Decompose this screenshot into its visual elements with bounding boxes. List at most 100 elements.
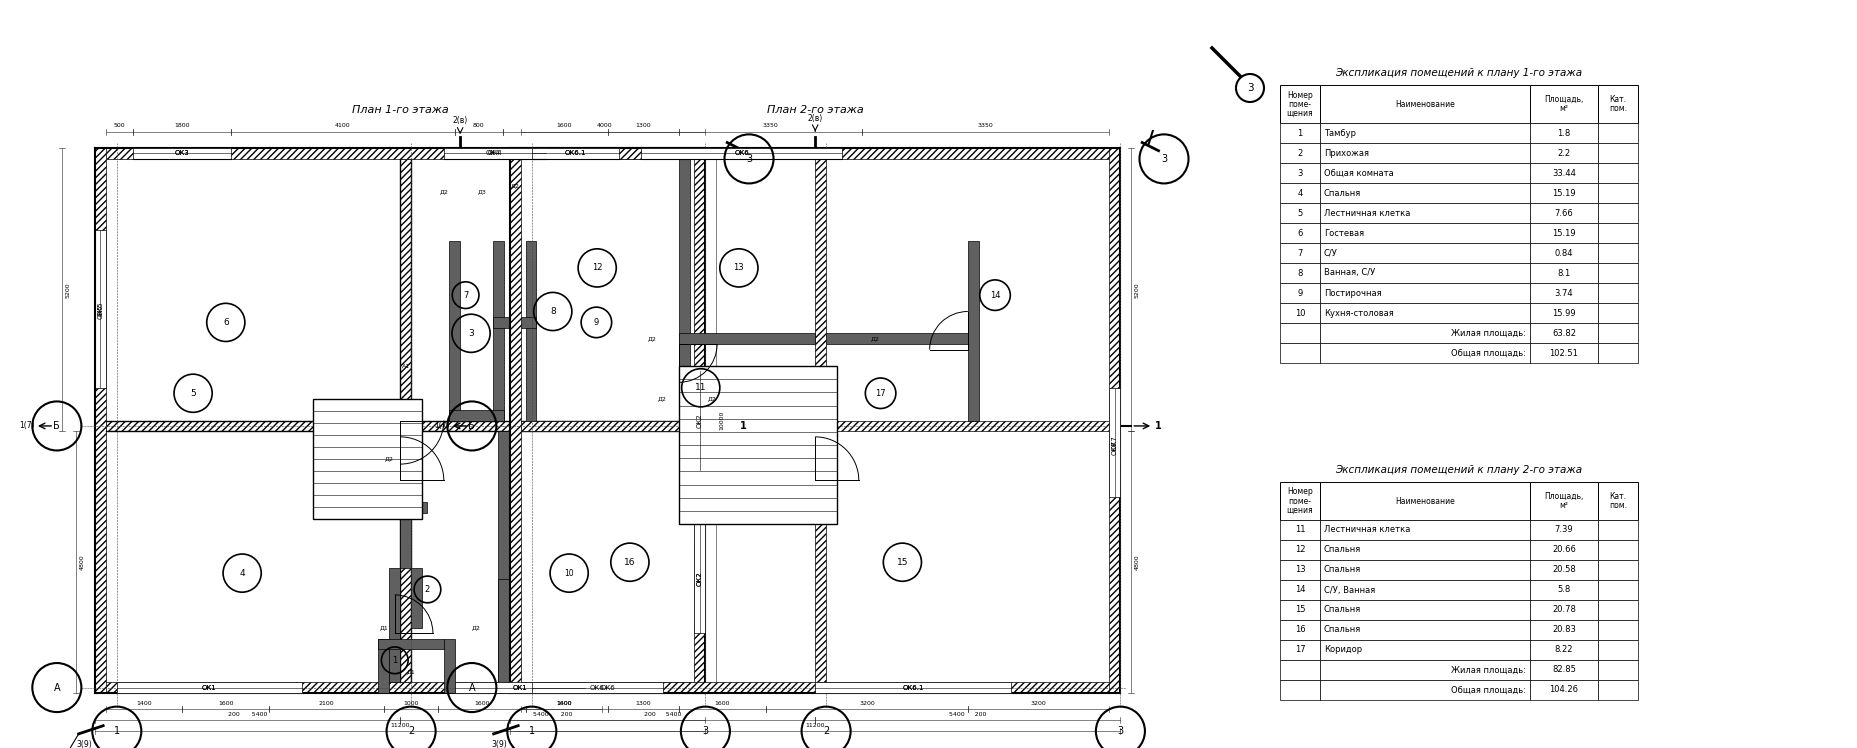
- Bar: [815, 159, 826, 682]
- Text: ОК6: ОК6: [600, 684, 615, 690]
- Text: 4800: 4800: [1135, 554, 1138, 570]
- Bar: [1528, 283, 1597, 303]
- Text: ОК1: ОК1: [202, 684, 217, 690]
- Bar: [1597, 323, 1638, 343]
- Text: Номер: Номер: [1287, 91, 1313, 99]
- Text: 500: 500: [113, 123, 124, 128]
- Bar: [1318, 640, 1528, 660]
- Text: ОК6: ОК6: [734, 150, 748, 156]
- Text: 6: 6: [1296, 228, 1302, 238]
- Text: Общая комната: Общая комната: [1324, 168, 1393, 177]
- Bar: [1597, 482, 1638, 520]
- Bar: [1318, 263, 1528, 283]
- Text: 1(7): 1(7): [19, 421, 35, 430]
- Bar: [1279, 323, 1318, 343]
- Bar: [95, 682, 706, 693]
- Bar: [1528, 203, 1597, 223]
- Bar: [399, 420, 410, 568]
- Text: 7.39: 7.39: [1554, 526, 1573, 535]
- Text: 11200: 11200: [390, 723, 410, 728]
- Text: 4800: 4800: [80, 554, 84, 570]
- Bar: [1279, 560, 1318, 580]
- Text: 2: 2: [823, 726, 828, 736]
- Text: 3: 3: [1296, 168, 1302, 177]
- Text: 2.2: 2.2: [1556, 149, 1569, 158]
- Bar: [1597, 143, 1638, 163]
- Bar: [695, 372, 706, 470]
- Bar: [1597, 540, 1638, 560]
- Bar: [520, 420, 1109, 432]
- Bar: [1528, 600, 1597, 620]
- Text: 63.82: 63.82: [1551, 328, 1575, 337]
- Text: 3: 3: [745, 154, 752, 164]
- Bar: [498, 578, 509, 682]
- Bar: [531, 148, 618, 159]
- Text: 8.1: 8.1: [1556, 269, 1569, 278]
- Bar: [492, 317, 537, 328]
- Text: Спальня: Спальня: [1324, 565, 1361, 574]
- Bar: [1279, 640, 1318, 660]
- Bar: [1528, 482, 1597, 520]
- Text: 14: 14: [990, 291, 999, 300]
- Text: 1300: 1300: [635, 701, 652, 706]
- Text: ОК6.1: ОК6.1: [903, 684, 923, 690]
- Text: 3(9): 3(9): [490, 741, 507, 748]
- Bar: [826, 334, 967, 344]
- Text: Ванная, С/У: Ванная, С/У: [1324, 269, 1374, 278]
- Text: ОК4: ОК4: [485, 150, 500, 156]
- Bar: [1597, 560, 1638, 580]
- Text: ОК1: ОК1: [202, 684, 217, 690]
- Bar: [1318, 580, 1528, 600]
- Bar: [1279, 660, 1318, 680]
- Bar: [1597, 223, 1638, 243]
- Text: Наименование: Наименование: [1395, 99, 1454, 108]
- Bar: [1528, 163, 1597, 183]
- Text: 3200: 3200: [858, 701, 875, 706]
- Bar: [1597, 680, 1638, 700]
- Bar: [1279, 183, 1318, 203]
- Text: Спальня: Спальня: [1324, 188, 1361, 197]
- Text: 1600: 1600: [557, 701, 572, 706]
- Bar: [1279, 203, 1318, 223]
- Bar: [444, 639, 455, 693]
- Text: Площадь,: Площадь,: [1543, 95, 1582, 104]
- Bar: [390, 568, 399, 682]
- Text: Общая площадь:: Общая площадь:: [1450, 685, 1525, 694]
- Bar: [390, 502, 427, 513]
- Bar: [509, 148, 520, 693]
- Text: Д2: Д2: [708, 396, 715, 401]
- Bar: [134, 148, 230, 159]
- Bar: [1528, 660, 1597, 680]
- Bar: [1597, 343, 1638, 363]
- Text: ОК2: ОК2: [696, 413, 702, 428]
- Text: 4: 4: [240, 568, 245, 577]
- Text: 13: 13: [1294, 565, 1305, 574]
- Bar: [1109, 387, 1120, 497]
- Text: 2100: 2100: [319, 701, 334, 706]
- Bar: [1528, 640, 1597, 660]
- Text: План 2-го этажа: План 2-го этажа: [767, 105, 864, 115]
- Text: ОК3: ОК3: [175, 150, 189, 156]
- Text: 1: 1: [392, 656, 397, 665]
- Bar: [1318, 85, 1528, 123]
- Text: 5.8: 5.8: [1556, 586, 1569, 595]
- Text: ОК6.1: ОК6.1: [565, 150, 585, 156]
- Bar: [1528, 343, 1597, 363]
- Bar: [1279, 343, 1318, 363]
- Bar: [1279, 540, 1318, 560]
- Bar: [95, 230, 106, 387]
- Bar: [106, 420, 695, 432]
- Text: Прихожая: Прихожая: [1324, 149, 1369, 158]
- Text: Д2: Д2: [511, 184, 518, 188]
- Text: 20.58: 20.58: [1551, 565, 1575, 574]
- Bar: [399, 159, 410, 682]
- Text: ОК6: ОК6: [734, 150, 748, 156]
- Text: С/У, Ванная: С/У, Ванная: [1324, 586, 1374, 595]
- Bar: [1279, 580, 1318, 600]
- Text: А1: А1: [401, 364, 410, 369]
- Bar: [967, 241, 979, 420]
- Text: 33.44: 33.44: [1551, 168, 1575, 177]
- Bar: [678, 148, 689, 420]
- Text: ОК1: ОК1: [513, 684, 527, 690]
- Bar: [1318, 323, 1528, 343]
